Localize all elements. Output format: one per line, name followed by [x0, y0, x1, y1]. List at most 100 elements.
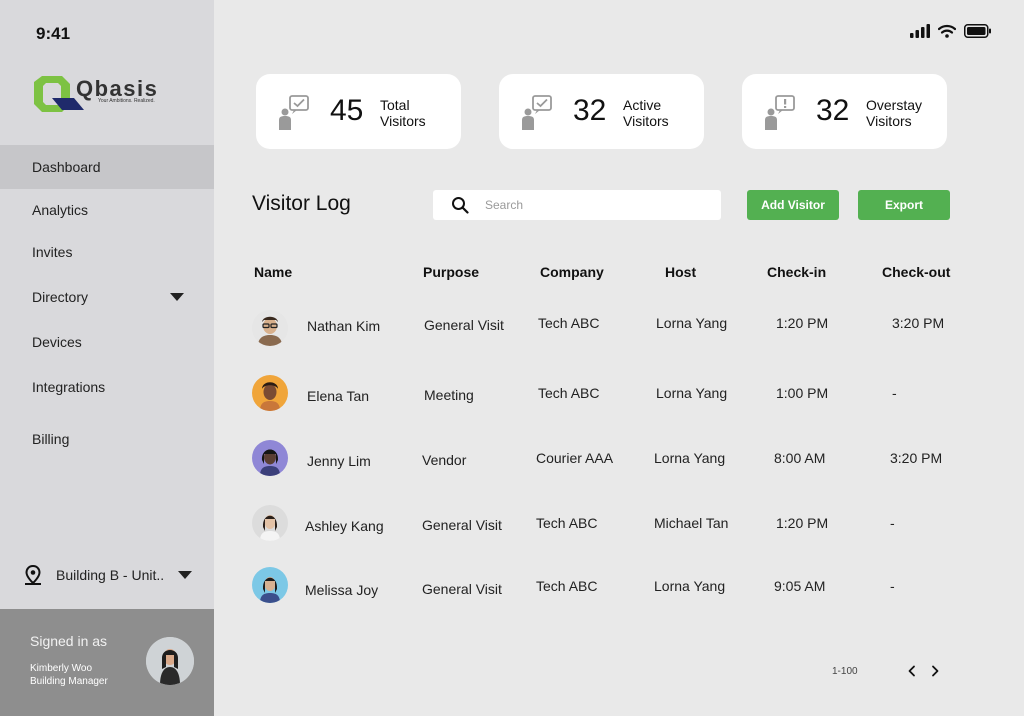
- table-row[interactable]: Melissa Joy General Visit Tech ABC Lorna…: [240, 567, 960, 617]
- chevron-right-icon[interactable]: [928, 664, 942, 678]
- stat-label-line: Visitors: [380, 113, 426, 129]
- visitor-check-out: -: [890, 515, 895, 531]
- stat-label-line: Visitors: [623, 113, 669, 129]
- visitor-check-icon: [279, 95, 309, 130]
- location-pin-icon: [25, 564, 41, 585]
- pagination-range: 1-100: [832, 666, 858, 677]
- visitor-check-in: 1:00 PM: [776, 385, 829, 401]
- wifi-icon: [938, 24, 956, 38]
- table-row[interactable]: Elena Tan Meeting Tech ABC Lorna Yang 1:…: [240, 375, 960, 425]
- visitor-check-out: -: [892, 385, 897, 401]
- visitor-company: Courier AAA: [536, 450, 614, 466]
- location-selector[interactable]: Building B - Unit..: [22, 560, 202, 590]
- visitor-name: Elena Tan: [307, 388, 370, 404]
- chevron-down-icon[interactable]: [170, 293, 184, 301]
- stat-value: 32: [573, 94, 607, 127]
- column-header-check-in[interactable]: Check-in: [767, 264, 827, 280]
- sidebar-item-directory[interactable]: Directory: [0, 275, 214, 319]
- brand-tagline: Your Ambitions. Realized.: [98, 98, 155, 104]
- visitor-purpose: General Visit: [422, 517, 502, 533]
- sidebar-item-billing[interactable]: Billing: [0, 417, 214, 461]
- column-header-check-out[interactable]: Check-out: [882, 264, 951, 280]
- stat-label: Overstay Visitors: [866, 97, 946, 129]
- sidebar-item-integrations[interactable]: Integrations: [0, 365, 214, 409]
- visitor-purpose: General Visit: [424, 317, 504, 333]
- visitor-purpose: Vendor: [422, 452, 467, 468]
- column-header-purpose[interactable]: Purpose: [423, 264, 480, 280]
- sidebar-item-devices[interactable]: Devices: [0, 320, 214, 364]
- visitor-check-icon: [522, 95, 552, 130]
- visitor-check-in: 1:20 PM: [776, 315, 829, 331]
- sidebar-item-label: Dashboard: [32, 159, 101, 175]
- export-button[interactable]: Export: [858, 190, 950, 220]
- search-input[interactable]: [485, 198, 705, 212]
- stat-card-total-visitors: 45 Total Visitors: [256, 74, 461, 149]
- visitor-name: Ashley Kang: [305, 518, 384, 534]
- chevron-left-icon[interactable]: [905, 664, 919, 678]
- search-box[interactable]: [433, 190, 721, 220]
- column-header-name[interactable]: Name: [254, 264, 293, 280]
- visitor-company: Tech ABC: [538, 315, 600, 331]
- stat-card-active-visitors: 32 Active Visitors: [499, 74, 704, 149]
- table-row[interactable]: Nathan Kim General Visit Tech ABC Lorna …: [240, 305, 960, 355]
- visitor-check-in: 1:20 PM: [776, 515, 829, 531]
- visitor-check-in: 9:05 AM: [774, 578, 826, 594]
- sidebar-item-analytics[interactable]: Analytics: [0, 188, 214, 232]
- stat-label-line: Active: [623, 97, 662, 113]
- visitor-host: Lorna Yang: [654, 578, 726, 594]
- sidebar: 9:41 Qbasis Your Ambitions. Realized. Da…: [0, 0, 214, 716]
- sidebar-item-label: Billing: [32, 431, 70, 447]
- visitor-check-in: 8:00 AM: [774, 450, 826, 466]
- visitor-host: Lorna Yang: [656, 315, 728, 331]
- visitor-alert-icon: [765, 95, 795, 130]
- visitor-host: Lorna Yang: [654, 450, 726, 466]
- table-row[interactable]: Jenny Lim Vendor Courier AAA Lorna Yang …: [240, 440, 960, 490]
- visitor-purpose: Meeting: [424, 387, 474, 403]
- device-status-icons: [910, 24, 992, 38]
- signed-in-panel: Signed in as Kimberly Woo Building Manag…: [0, 609, 214, 716]
- visitor-name: Jenny Lim: [307, 453, 371, 469]
- visitor-name: Nathan Kim: [307, 318, 381, 334]
- visitor-name: Melissa Joy: [305, 582, 379, 598]
- column-header-company[interactable]: Company: [540, 264, 604, 280]
- visitor-check-out: 3:20 PM: [892, 315, 945, 331]
- visitor-check-out: 3:20 PM: [890, 450, 943, 466]
- chevron-down-icon[interactable]: [178, 571, 193, 579]
- stat-value: 32: [816, 94, 850, 127]
- page-title: Visitor Log: [252, 192, 351, 215]
- battery-icon: [964, 24, 991, 38]
- stat-label-line: Overstay: [866, 97, 923, 113]
- signal-icon: [910, 24, 930, 38]
- column-header-host[interactable]: Host: [665, 264, 697, 280]
- visitor-company: Tech ABC: [536, 578, 598, 594]
- add-visitor-button[interactable]: Add Visitor: [747, 190, 839, 220]
- search-icon: [452, 197, 469, 214]
- signed-in-label: Signed in as: [30, 633, 108, 649]
- table-row[interactable]: Ashley Kang General Visit Tech ABC Micha…: [240, 505, 960, 555]
- visitor-avatar: [252, 375, 288, 411]
- stat-label: Total Visitors: [380, 97, 460, 129]
- stat-card-overstay-visitors: 32 Overstay Visitors: [742, 74, 947, 149]
- visitor-company: Tech ABC: [536, 515, 598, 531]
- stat-value: 45: [330, 94, 364, 127]
- visitor-avatar: [252, 310, 288, 346]
- user-role: Building Manager: [30, 676, 108, 687]
- user-avatar[interactable]: [146, 637, 194, 685]
- visitor-avatar: [252, 505, 288, 541]
- location-label: Building B - Unit..: [56, 567, 165, 583]
- stat-label-line: Total: [380, 97, 410, 113]
- visitor-host: Lorna Yang: [656, 385, 728, 401]
- sidebar-item-label: Devices: [32, 334, 82, 350]
- brand-name: Qbasis: [76, 76, 159, 101]
- stat-label: Active Visitors: [623, 97, 703, 129]
- status-time: 9:41: [36, 24, 71, 43]
- qbasis-logo: [34, 76, 84, 112]
- visitor-avatar: [252, 567, 288, 603]
- sidebar-item-label: Invites: [32, 244, 73, 260]
- visitor-company: Tech ABC: [538, 385, 600, 401]
- visitor-purpose: General Visit: [422, 581, 502, 597]
- sidebar-item-dashboard[interactable]: Dashboard: [0, 145, 214, 189]
- stat-label-line: Visitors: [866, 113, 912, 129]
- sidebar-item-invites[interactable]: Invites: [0, 230, 214, 274]
- sidebar-item-label: Integrations: [32, 379, 106, 395]
